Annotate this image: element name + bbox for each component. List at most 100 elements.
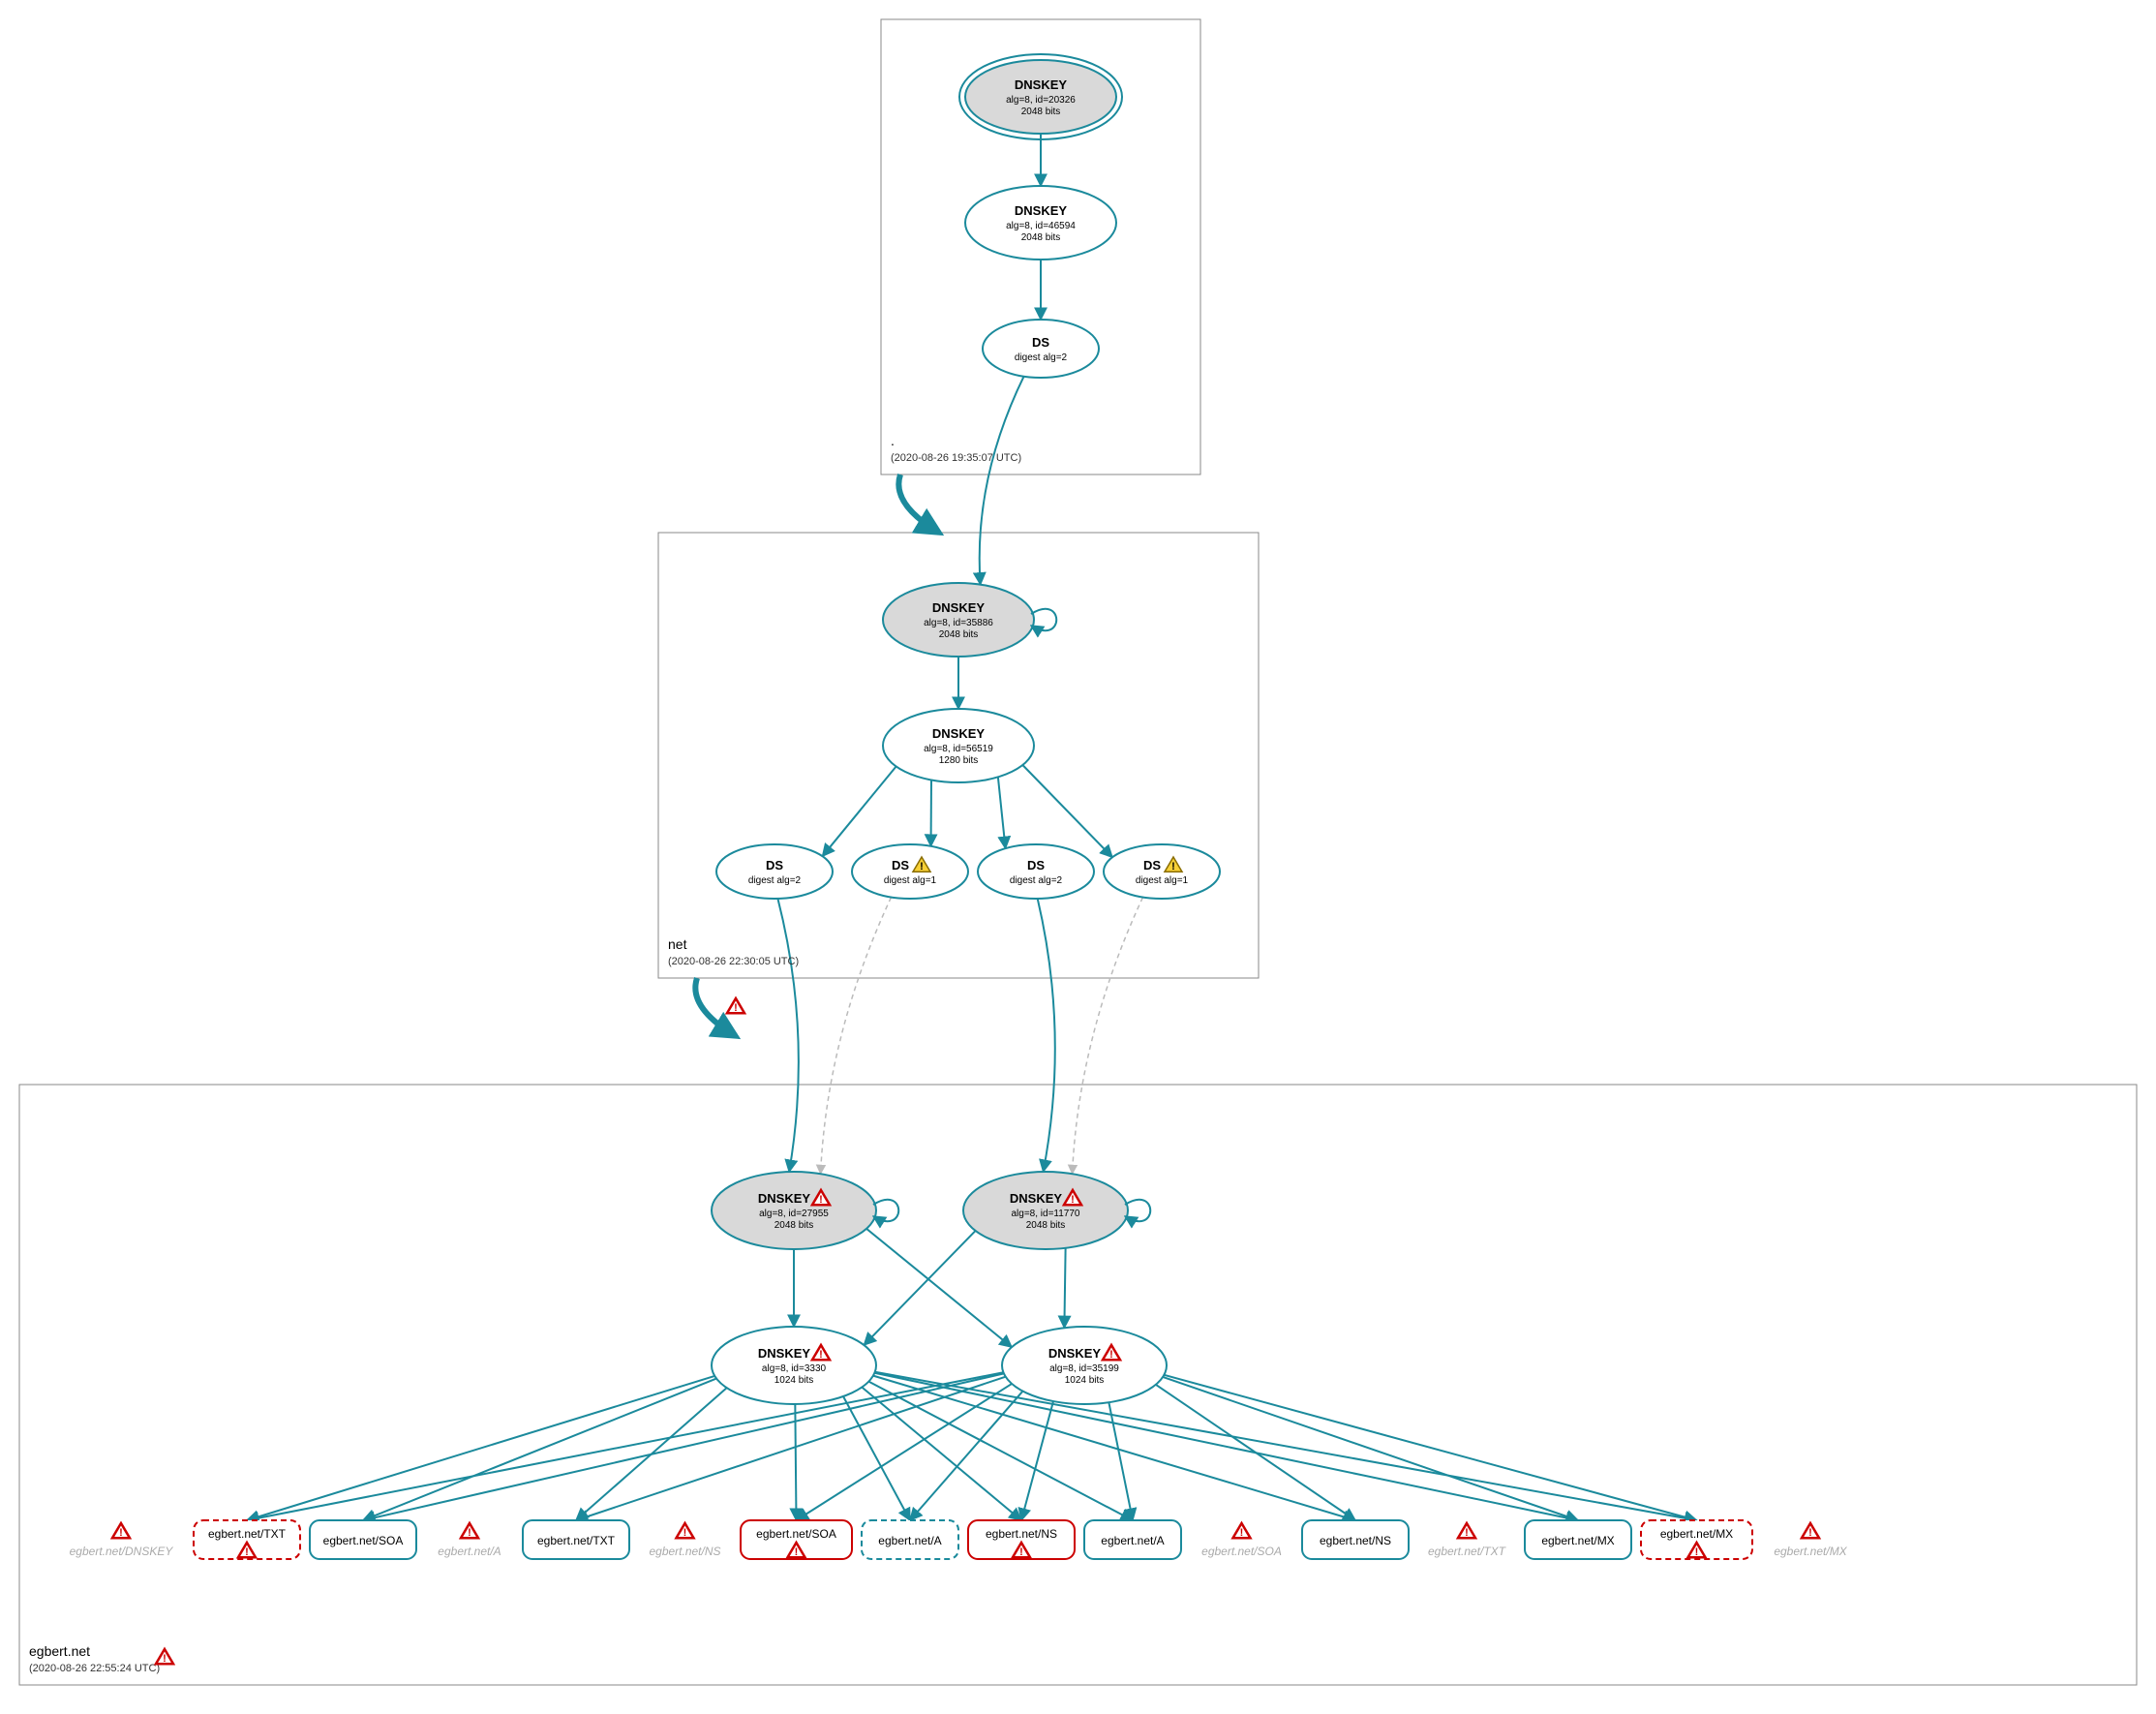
zone-label: .	[891, 433, 895, 448]
node-sub: 1024 bits	[1065, 1375, 1105, 1386]
node-sub: alg=8, id=56519	[924, 744, 993, 754]
node-root_zsk: DNSKEY alg=8, id=465942048 bits	[965, 186, 1116, 260]
rr-edge	[843, 1396, 910, 1520]
edge	[998, 777, 1006, 848]
rr-edge	[363, 1379, 716, 1520]
node-sub: alg=8, id=27955	[759, 1209, 829, 1219]
node-sub: 2048 bits	[1026, 1220, 1066, 1231]
edge	[1064, 1248, 1065, 1328]
node-sub: digest alg=1	[1136, 875, 1189, 886]
rr-edge	[1108, 1402, 1133, 1520]
rr-label: egbert.net/SOA	[1201, 1545, 1282, 1558]
rr-label: egbert.net/SOA	[323, 1534, 404, 1547]
node-sub: alg=8, id=35199	[1049, 1363, 1119, 1374]
rr-label: egbert.net/NS	[649, 1545, 720, 1558]
node-sub: alg=8, id=3330	[762, 1363, 827, 1374]
node-net_ds4: DS!digest alg=1	[1104, 844, 1220, 899]
rr-edge	[862, 1388, 1021, 1520]
node-root_ksk: DNSKEYalg=8, id=203262048 bits	[959, 54, 1122, 139]
rrset-r_soa_red: egbert.net/SOA!	[741, 1520, 852, 1559]
node-eg_ksk2: DNSKEY! alg=8, id=117702048 bits	[963, 1172, 1150, 1249]
node-net_zsk: DNSKEY alg=8, id=565191280 bits	[883, 709, 1034, 782]
svg-text:!: !	[245, 1546, 249, 1558]
rr-label: egbert.net/NS	[986, 1527, 1057, 1541]
svg-text:!: !	[819, 1349, 823, 1361]
node-sub: alg=8, id=46594	[1006, 221, 1076, 231]
node-sub: 2048 bits	[1021, 107, 1061, 117]
rr-label: egbert.net/MX	[1541, 1534, 1614, 1547]
node-sub: alg=8, id=11770	[1012, 1209, 1080, 1219]
rrset-r_mx_g: !egbert.net/MX	[1774, 1523, 1847, 1558]
node-net_ds3: DS digest alg=2	[978, 844, 1094, 899]
rr-label: egbert.net/TXT	[208, 1527, 287, 1541]
edge	[1038, 899, 1055, 1172]
rr-edge	[874, 1373, 1578, 1520]
rr-edge	[1164, 1375, 1696, 1520]
node-title: DS	[766, 858, 783, 872]
node-eg_zsk1: DNSKEY!alg=8, id=33301024 bits	[712, 1327, 876, 1404]
rrset-r_ns1: egbert.net/NS	[1302, 1520, 1409, 1559]
rr-label: egbert.net/SOA	[756, 1527, 836, 1541]
rrset-r_txt1: egbert.net/TXT	[523, 1520, 629, 1559]
node-net_ds1: DSdigest alg=2	[716, 844, 833, 899]
svg-text:!: !	[1171, 861, 1175, 872]
rrset-r_dnskey_g: ! egbert.net/DNSKEY	[70, 1523, 174, 1558]
node-sub: 1280 bits	[939, 755, 979, 766]
svg-text:!: !	[683, 1527, 687, 1539]
node-title: DNSKEY	[1048, 1346, 1102, 1361]
node-eg_ksk1: DNSKEY!alg=8, id=279552048 bits	[712, 1172, 898, 1249]
rrset-r_txt_g: !egbert.net/TXT	[1428, 1523, 1507, 1558]
rr-edge	[247, 1376, 714, 1520]
node-title: DS	[892, 858, 909, 872]
rrset-r_ns_red: egbert.net/NS!	[968, 1520, 1075, 1559]
rrset-r_mx1: egbert.net/MX	[1525, 1520, 1631, 1559]
svg-text:!: !	[734, 1002, 738, 1014]
rrset-r_ns_g: ! egbert.net/NS	[649, 1523, 720, 1558]
svg-text:!: !	[119, 1527, 123, 1539]
node-sub: digest alg=2	[1015, 352, 1068, 363]
rr-edge	[576, 1388, 727, 1520]
node-title: DNSKEY	[1015, 77, 1068, 92]
rrset-r_soa1: egbert.net/SOA	[310, 1520, 416, 1559]
node-sub: digest alg=1	[884, 875, 937, 886]
rrset-r_a1: egbert.net/A	[1084, 1520, 1181, 1559]
rrset-r_soa_g: !egbert.net/SOA	[1201, 1523, 1282, 1558]
node-title: DS	[1032, 335, 1049, 350]
node-sub: alg=8, id=35886	[924, 618, 993, 628]
node-sub: 2048 bits	[1021, 232, 1061, 243]
edge	[1022, 765, 1112, 857]
svg-text:!: !	[163, 1653, 167, 1665]
rr-edge	[247, 1372, 1003, 1520]
rr-label: egbert.net/A	[878, 1534, 941, 1547]
node-sub: 2048 bits	[774, 1220, 814, 1231]
rr-label: egbert.net/NS	[1320, 1534, 1391, 1547]
node-title: DNSKEY	[932, 726, 986, 741]
rr-label: egbert.net/A	[1101, 1534, 1164, 1547]
edge	[777, 899, 798, 1172]
zone-timestamp: (2020-08-26 19:35:07 UTC)	[891, 452, 1021, 464]
node-title: DS	[1027, 858, 1045, 872]
rr-label: egbert.net/MX	[1774, 1545, 1847, 1558]
node-net_ds2: DS! digest alg=1	[852, 844, 968, 899]
node-title: DNSKEY	[1010, 1191, 1063, 1206]
zone-delegation-arrow	[898, 474, 939, 533]
edge	[866, 1229, 1012, 1347]
zone-timestamp: (2020-08-26 22:30:05 UTC)	[668, 956, 799, 967]
rr-edge	[363, 1373, 1004, 1520]
svg-text:!: !	[1465, 1527, 1469, 1539]
rr-label: egbert.net/DNSKEY	[70, 1545, 174, 1558]
node-title: DNSKEY	[758, 1191, 811, 1206]
svg-text:!: !	[920, 861, 924, 872]
svg-text:!: !	[1695, 1546, 1699, 1558]
node-title: DNSKEY	[1015, 203, 1068, 218]
rr-label: egbert.net/TXT	[537, 1534, 616, 1547]
rrset-r_txt_red: egbert.net/TXT!	[194, 1520, 300, 1559]
zone-label: net	[668, 936, 687, 952]
zone-label: egbert.net	[29, 1643, 90, 1659]
node-sub: digest alg=2	[1010, 875, 1063, 886]
rr-label: egbert.net/A	[438, 1545, 501, 1558]
rr-label: egbert.net/MX	[1660, 1527, 1733, 1541]
dnssec-graph: ! DNSKEYalg=8, id=203262048 bitsDNSKEYal…	[0, 0, 2156, 1714]
edge	[980, 377, 1024, 585]
svg-text:!: !	[1071, 1194, 1075, 1206]
